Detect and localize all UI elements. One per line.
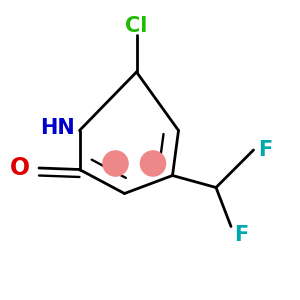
Circle shape xyxy=(103,151,128,176)
Text: O: O xyxy=(10,156,30,180)
Text: HN: HN xyxy=(40,118,75,137)
Circle shape xyxy=(140,151,166,176)
Text: F: F xyxy=(258,140,272,160)
Text: Cl: Cl xyxy=(125,16,148,36)
Text: F: F xyxy=(234,225,248,245)
